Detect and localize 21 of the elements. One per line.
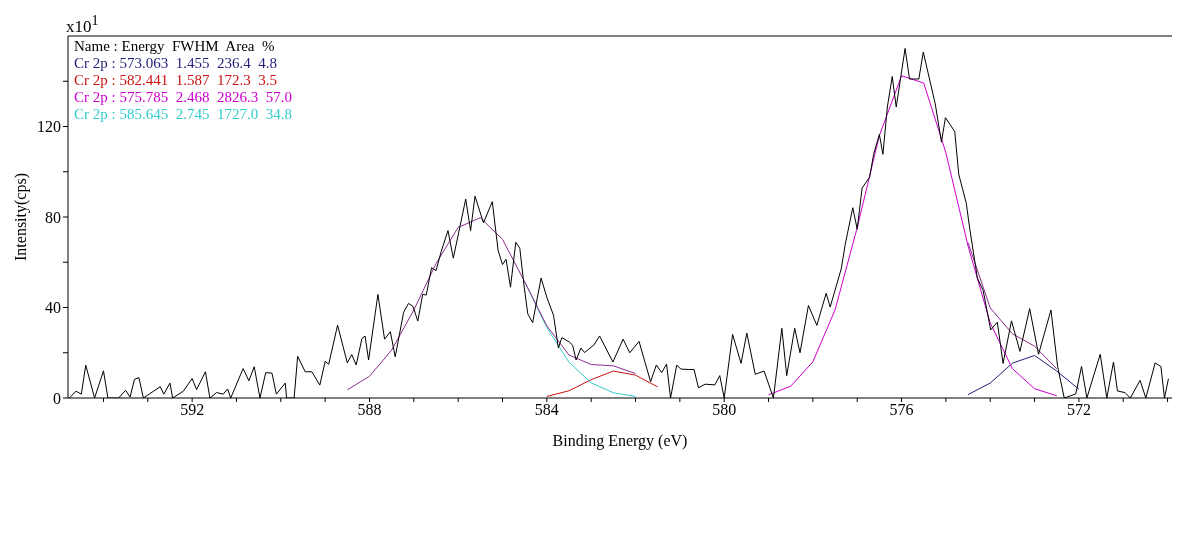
x-tick-label: 592	[180, 401, 205, 419]
text: x10$^{1}$	[66, 12, 99, 37]
text: Cr 2p : 582.441 1.587 172.3 3.5	[74, 72, 278, 89]
text: Cr 2p : 585.645 2.745 1727.0 34.8	[74, 106, 292, 123]
y-tick-label: 0	[53, 389, 61, 407]
text: Cr 2p : 573.063 1.455 236.4 4.8	[74, 55, 278, 72]
y-tick-label: 120	[37, 118, 61, 136]
text: Cr 2p : 575.785 2.468 2826.3 57.0	[74, 89, 292, 106]
x-tick-label: 584	[534, 401, 559, 419]
line-series	[546, 370, 659, 397]
y-tick-label: 80	[45, 208, 61, 226]
x-tick-label: 580	[712, 401, 737, 419]
x-axis-title: Binding Energy (eV)	[552, 432, 688, 450]
y-axis-title: Intensity(cps)	[11, 173, 30, 261]
line-series	[967, 354, 1080, 396]
legend-title: Name : Energy FWHM Area %	[74, 38, 276, 55]
x-tick-label: 576	[889, 401, 914, 419]
x-tick-label: 588	[357, 401, 382, 419]
x-tick-label: 572	[1066, 401, 1091, 419]
line-series	[768, 75, 1058, 397]
y-tick-label: 40	[45, 299, 61, 317]
